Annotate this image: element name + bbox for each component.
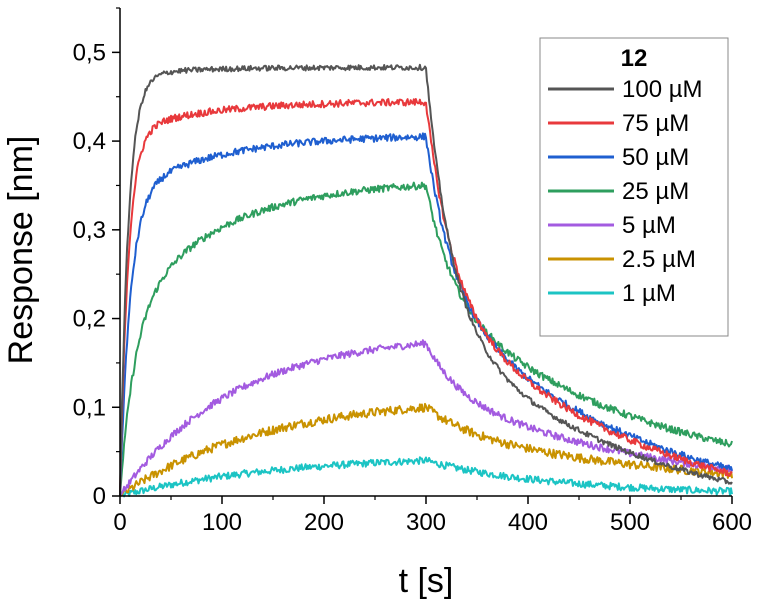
series-line-50m [119, 132, 733, 497]
y-tick-label: 0,3 [73, 217, 106, 244]
legend-label: 2.5 µM [622, 246, 696, 273]
x-tick-label: 400 [508, 509, 548, 536]
series-line-2.5m [119, 402, 733, 497]
series-line-1m [119, 456, 733, 498]
plot-area [119, 63, 733, 498]
legend-label: 50 µM [622, 144, 689, 171]
y-tick-label: 0 [93, 483, 106, 510]
series-line-100m [119, 63, 733, 497]
y-axis-title: Response [nm] [2, 136, 40, 365]
x-tick-label: 200 [304, 509, 344, 536]
y-tick-label: 0,5 [73, 39, 106, 66]
legend: 12 100 µM 75 µM 50 µM 25 µM 5 µM 2.5 µM 1 µM [539, 37, 729, 337]
ticks: 0 100 200 300 400 500 600 0 0,1 0,2 0,3 0,4 0,5 [73, 7, 752, 536]
series-line-75m [119, 98, 733, 497]
series-line-25m [119, 181, 733, 497]
legend-label: 25 µM [622, 178, 689, 205]
x-tick-label: 0 [113, 509, 126, 536]
legend-title: 12 [621, 45, 648, 72]
y-tick-label: 0,2 [73, 306, 106, 333]
x-tick-label: 500 [610, 509, 650, 536]
legend-label: 75 µM [622, 110, 689, 137]
x-tick-label: 600 [712, 509, 752, 536]
y-tick-label: 0,1 [73, 394, 106, 421]
y-tick-label: 0,4 [73, 128, 106, 155]
legend-label: 1 µM [622, 280, 676, 307]
legend-label: 5 µM [622, 212, 676, 239]
series-line-5m [119, 339, 733, 497]
x-tick-label: 100 [202, 509, 242, 536]
x-axis-title: t [s] [399, 562, 454, 600]
legend-label: 100 µM [622, 76, 703, 103]
x-tick-label: 300 [406, 509, 446, 536]
legend-box [539, 37, 729, 337]
